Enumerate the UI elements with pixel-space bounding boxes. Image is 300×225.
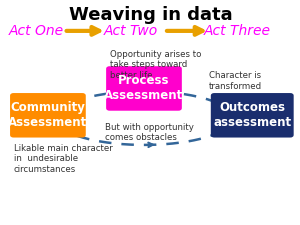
Text: Outcomes
assessment: Outcomes assessment <box>213 101 291 129</box>
Text: Likable main character
in  undesirable
circumstances: Likable main character in undesirable ci… <box>14 144 112 174</box>
Text: Weaving in data: Weaving in data <box>69 6 233 24</box>
FancyBboxPatch shape <box>10 93 86 137</box>
Text: Act Two: Act Two <box>104 24 158 38</box>
Text: Act Three: Act Three <box>204 24 271 38</box>
FancyBboxPatch shape <box>106 66 182 111</box>
Text: Act One: Act One <box>9 24 64 38</box>
Text: Character is
transformed: Character is transformed <box>208 71 262 90</box>
Text: Process
Assessment: Process Assessment <box>104 74 184 102</box>
Text: Community
Assessment: Community Assessment <box>8 101 88 129</box>
Text: Opportunity arises to
take steps toward
better life: Opportunity arises to take steps toward … <box>110 50 201 80</box>
FancyBboxPatch shape <box>211 93 294 137</box>
Text: But with opportunity
comes obstacles: But with opportunity comes obstacles <box>105 123 194 142</box>
